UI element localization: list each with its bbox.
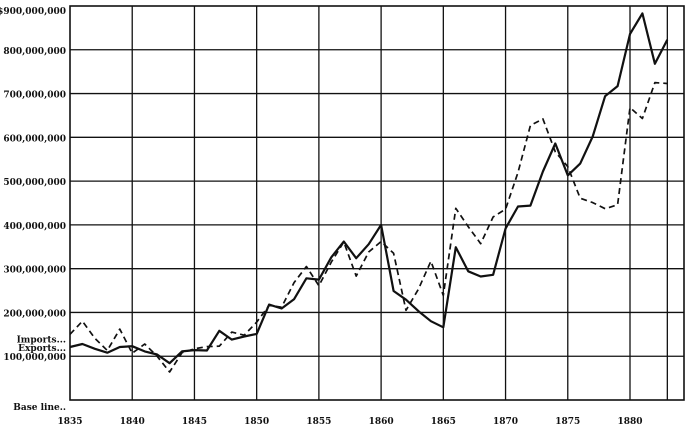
side-label: Base line..	[13, 403, 66, 413]
y-tick-label: 500,000,000	[3, 178, 66, 188]
plot-frame	[69, 5, 685, 401]
y-tick-label: 700,000,000	[3, 91, 66, 101]
y-tick-label: 800,000,000	[3, 47, 66, 57]
series-line-exports	[69, 12, 669, 365]
x-tick-label: 1870	[493, 417, 518, 427]
y-tick-label: 200,000,000	[3, 309, 66, 319]
x-tick-label: 1845	[182, 417, 207, 427]
y-tick-label: 600,000,000	[3, 134, 66, 144]
y-tick-label: 400,000,000	[3, 222, 66, 232]
grid-lines	[70, 6, 684, 400]
x-tick-label: 1875	[555, 417, 580, 427]
chart-series	[69, 12, 669, 373]
y-tick-label: $900,000,000	[0, 7, 66, 17]
side-label: Exports...	[18, 344, 66, 354]
side-label: Imports...	[17, 336, 66, 346]
x-tick-label: 1850	[244, 417, 269, 427]
x-tick-label: 1835	[57, 417, 82, 427]
y-tick-labels: $900,000,000 800,000,000 700,000,000 600,00…	[0, 7, 66, 413]
x-tick-label: 1865	[431, 417, 456, 427]
series-line-imports	[69, 81, 668, 373]
x-tick-label: 1840	[120, 417, 145, 427]
x-tick-labels: 1835 1840 1845 1850 1855 1860 1865 1870 1875 1880…	[57, 417, 642, 427]
x-tick-label: 1855	[306, 417, 331, 427]
x-tick-label: 1860	[369, 417, 394, 427]
x-tick-label: 1880	[617, 417, 642, 427]
side-label: 100,000,000	[3, 353, 66, 363]
y-tick-label: 300,000,000	[3, 266, 66, 276]
